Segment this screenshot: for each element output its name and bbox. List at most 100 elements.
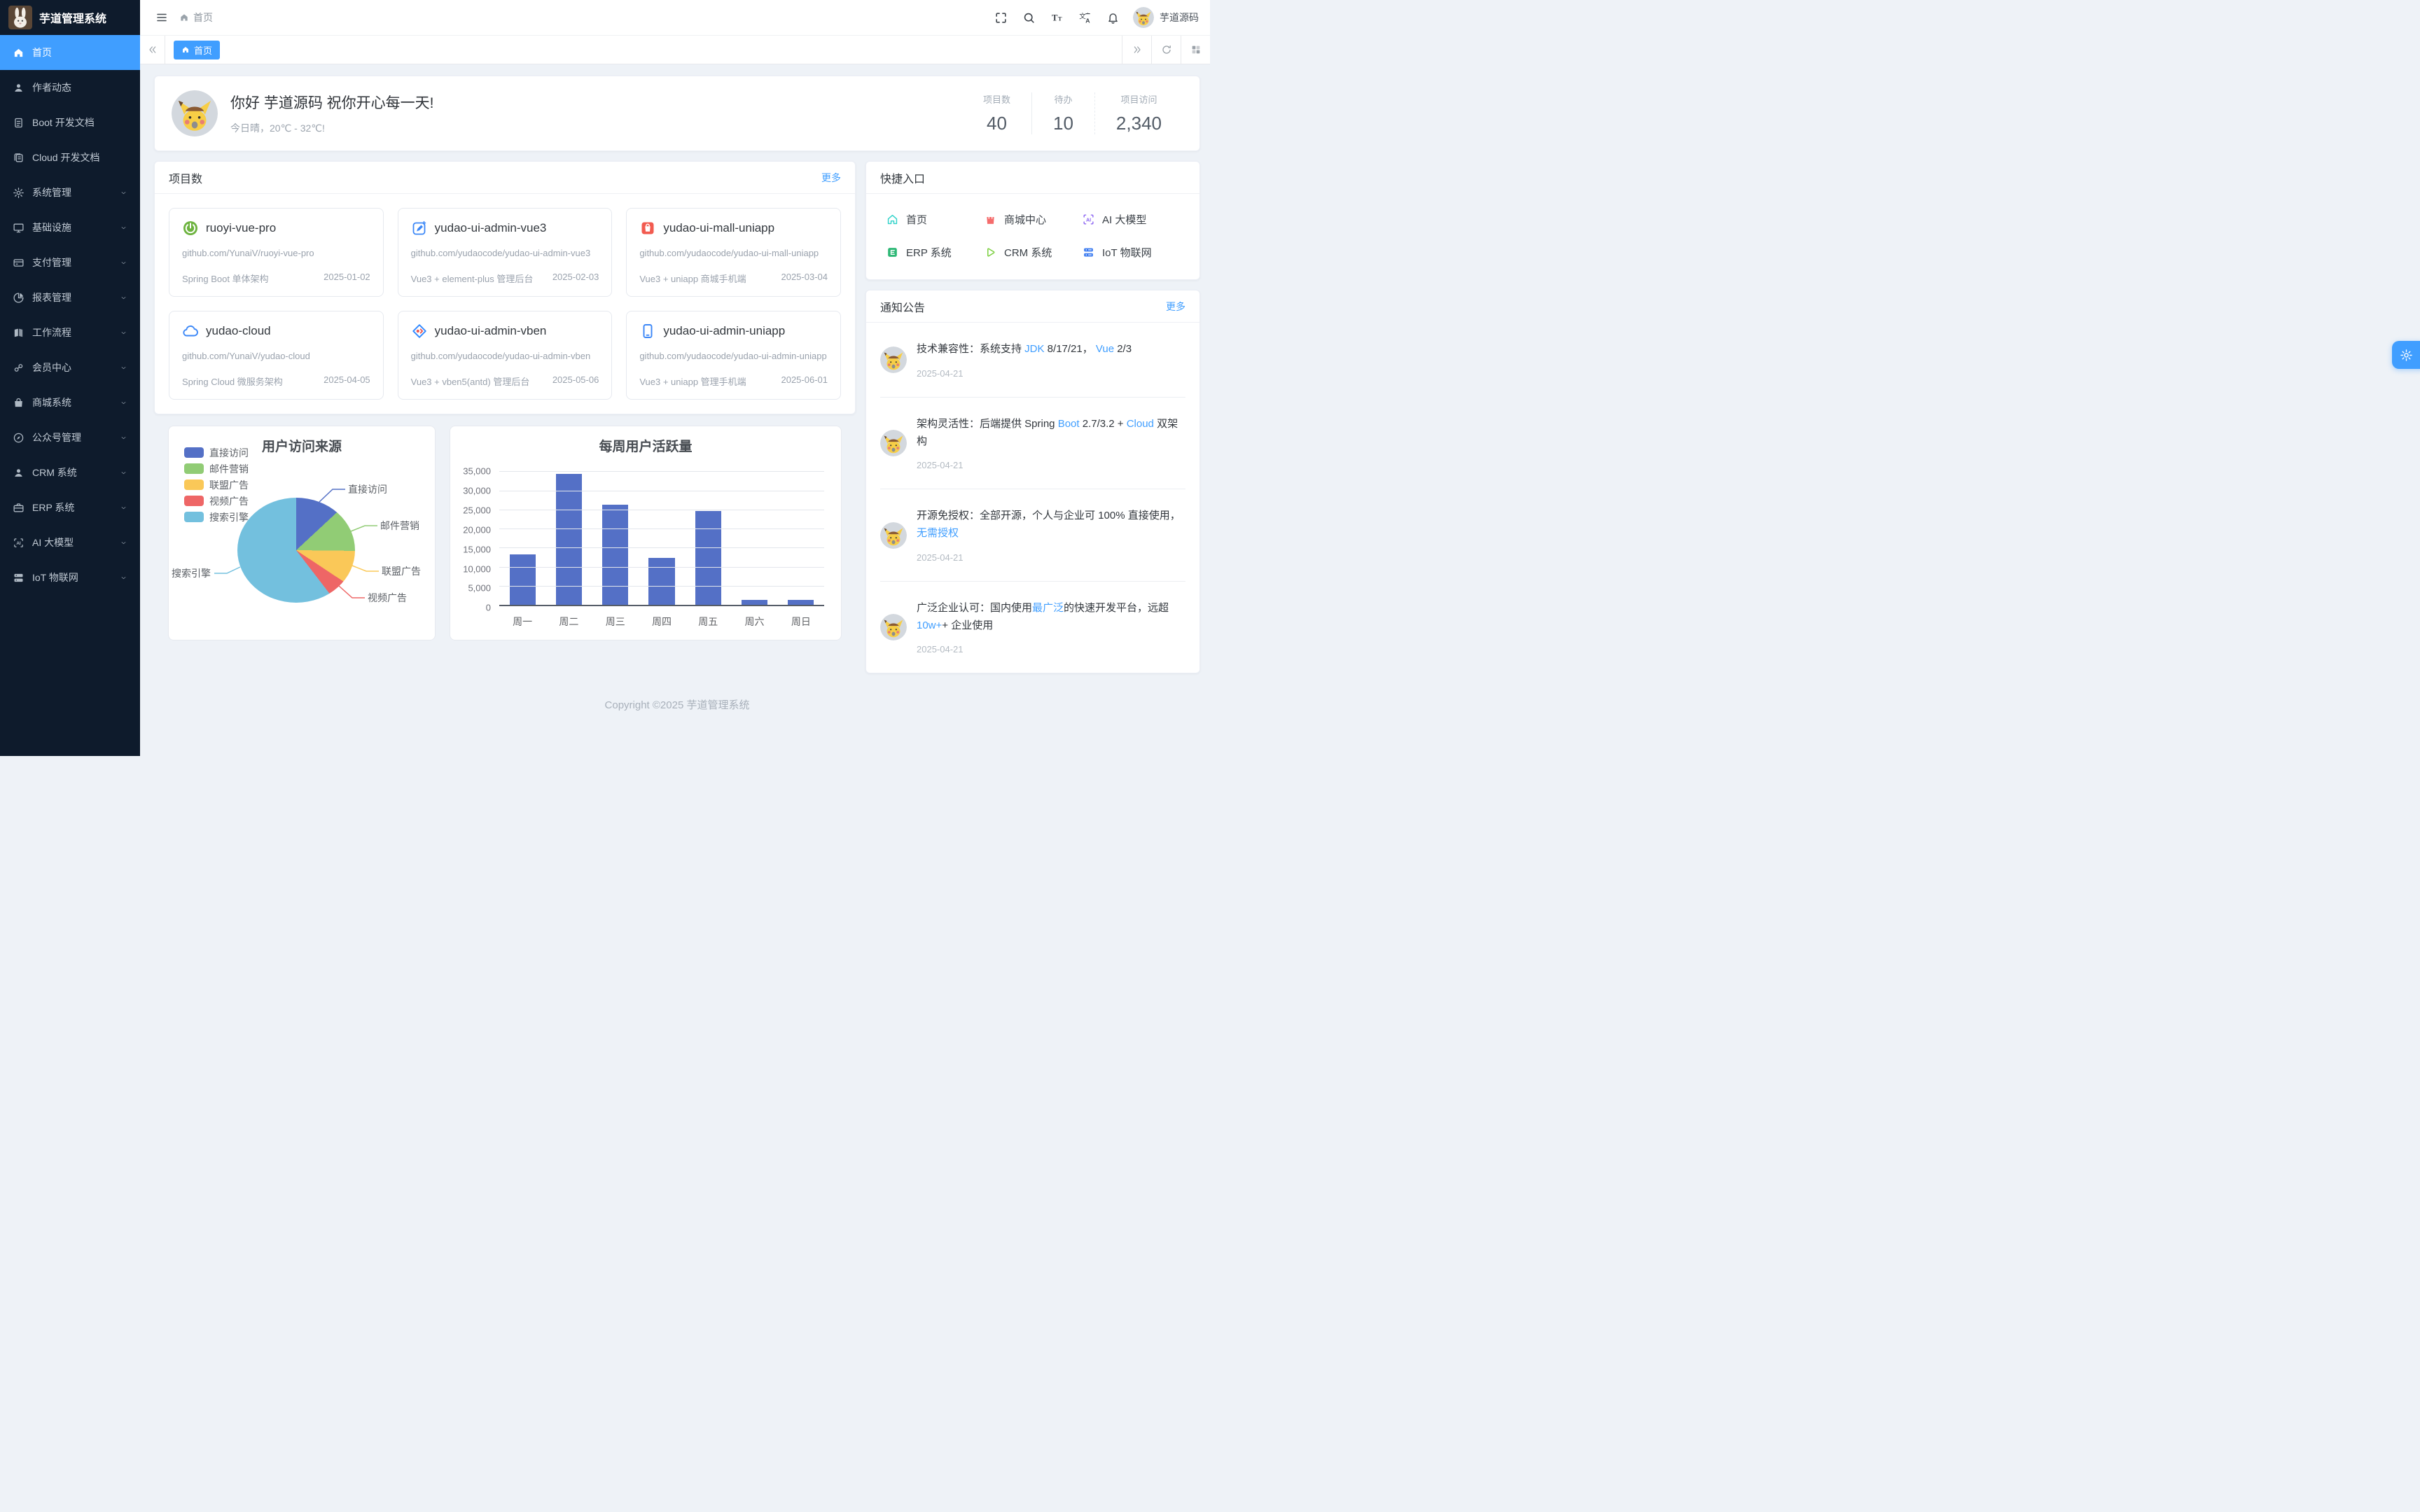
quick-entry-home[interactable]: 首页 bbox=[886, 212, 984, 227]
notice-item[interactable]: 开源免授权：全部开源，个人与企业可 100% 直接使用， 无需授权 2025-04-… bbox=[880, 489, 1185, 582]
vben-diamond-icon bbox=[411, 323, 428, 340]
sidebar-item-boot-docs[interactable]: Boot 开发文档 bbox=[0, 105, 140, 140]
notice-text-segment: 开源免授权：全部开源，个人与企业可 100% 直接使用， bbox=[917, 510, 1181, 522]
sidebar-item-label: 首页 bbox=[32, 47, 52, 58]
project-repo-url[interactable]: github.com/YunaiV/ruoyi-vue-pro bbox=[182, 248, 314, 258]
sidebar-item-cloud-docs[interactable]: Cloud 开发文档 bbox=[0, 140, 140, 175]
tags-scroll-left-icon[interactable] bbox=[140, 36, 165, 64]
menu-collapse-icon[interactable] bbox=[151, 7, 172, 28]
project-repo-url[interactable]: github.com/YunaiV/yudao-cloud bbox=[182, 351, 310, 362]
sidebar-item-label: 支付管理 bbox=[32, 257, 71, 268]
project-name: yudao-ui-mall-uniapp bbox=[663, 221, 775, 234]
sidebar-item-workflow[interactable]: 工作流程 bbox=[0, 315, 140, 350]
project-repo-url[interactable]: github.com/yudaocode/yudao-ui-admin-vben bbox=[410, 351, 591, 362]
bar-周一[interactable] bbox=[499, 471, 545, 606]
project-date: 2025-05-06 bbox=[552, 374, 599, 386]
project-desc: Vue3 + vben5(antd) 管理后台 bbox=[410, 377, 530, 388]
projects-more-link[interactable]: 更多 bbox=[821, 172, 841, 183]
project-card-ruoyi-vue-pro[interactable]: ruoyi-vue-pro github.com/YunaiV/ruoyi-vue… bbox=[169, 208, 384, 298]
bar-周日[interactable] bbox=[778, 471, 824, 606]
quick-entry-crm[interactable]: CRM 系统 bbox=[984, 245, 1082, 260]
notice-text-segment: JDK bbox=[1024, 343, 1045, 355]
project-repo-url[interactable]: github.com/yudaocode/yudao-ui-mall-uniap… bbox=[639, 248, 819, 258]
pie-chart[interactable] bbox=[237, 498, 355, 603]
tagbar: 首页 bbox=[140, 35, 1210, 64]
notice-date: 2025-04-21 bbox=[917, 644, 964, 655]
sidebar-item-label: CRM 系统 bbox=[32, 467, 77, 478]
sidebar-item-author-news[interactable]: 作者动态 bbox=[0, 70, 140, 105]
project-card-yudao-cloud[interactable]: yudao-cloud github.com/YunaiV/yudao-cloud… bbox=[169, 311, 384, 400]
project-repo-url[interactable]: github.com/yudaocode/yudao-ui-admin-vue3 bbox=[410, 248, 591, 258]
project-card-yudao-ui-mall-uniapp[interactable]: yudao-ui-mall-uniapp github.com/yudaocode… bbox=[626, 208, 841, 298]
bar-周五[interactable] bbox=[685, 471, 731, 606]
notice-item[interactable]: 广泛企业认可：国内使用最广泛的快速开发平台，远超 10w++ 企业使用 2025-… bbox=[880, 582, 1185, 673]
tags-scroll-right-icon[interactable] bbox=[1122, 36, 1151, 64]
quick-entry-iot[interactable]: IoT 物联网 bbox=[1082, 245, 1180, 260]
tag-home[interactable]: 首页 bbox=[174, 40, 221, 59]
sidebar-item-system[interactable]: 系统管理 bbox=[0, 175, 140, 210]
notice-item[interactable]: 架构灵活性：后端提供 Spring Boot 2.7/3.2 + Cloud 双… bbox=[880, 398, 1185, 490]
notification-bell-icon[interactable] bbox=[1101, 6, 1125, 29]
bar-rect bbox=[648, 557, 675, 606]
project-card-yudao-ui-admin-vben[interactable]: yudao-ui-admin-vben github.com/yudaocode/… bbox=[397, 311, 613, 400]
legend-label: 视频广告 bbox=[209, 495, 249, 507]
sidebar: 芋道管理系统 首页作者动态 Boot 开发文档 Cloud 开发文档 系统管理 基础设施… bbox=[0, 0, 140, 756]
user-menu[interactable]: 芋道源码 bbox=[1133, 7, 1199, 28]
greeting-texts: 你好 芋道源码 祝你开心每一天! 今日晴，20℃ - 32℃! bbox=[230, 92, 434, 135]
sidebar-item-label: 商城系统 bbox=[32, 397, 71, 408]
notices-more-link[interactable]: 更多 bbox=[1166, 300, 1185, 312]
project-date: 2025-06-01 bbox=[781, 374, 828, 386]
footer-copyright: Copyright ©2025 芋道管理系统 bbox=[604, 699, 750, 712]
notice-item[interactable]: 技术兼容性：系统支持 JDK 8/17/21， Vue 2/3 2025-04-2… bbox=[880, 323, 1185, 398]
tags-refresh-icon[interactable] bbox=[1151, 36, 1181, 64]
pie-legend-item[interactable]: 视频广告 bbox=[184, 493, 249, 509]
chevron-down-icon bbox=[120, 329, 127, 337]
workflow-icon bbox=[13, 327, 25, 339]
sidebar-item-ai[interactable]: AI AI 大模型 bbox=[0, 525, 140, 560]
sidebar-item-infra[interactable]: 基础设施 bbox=[0, 210, 140, 245]
project-date: 2025-01-02 bbox=[324, 272, 370, 283]
quick-entry-mall-center[interactable]: 商城中心 bbox=[984, 212, 1082, 227]
notice-content: 广泛企业认可：国内使用最广泛的快速开发平台，远超 10w++ 企业使用 2025-… bbox=[917, 600, 1185, 655]
x-tick-label: 周一 bbox=[513, 616, 533, 628]
search-icon[interactable] bbox=[1017, 6, 1041, 29]
notice-text-segment: 8/17/21， bbox=[1044, 343, 1096, 355]
sidebar-item-iot[interactable]: IoT 物联网 bbox=[0, 560, 140, 595]
project-card-yudao-ui-admin-vue3[interactable]: yudao-ui-admin-vue3 github.com/yudaocode/… bbox=[397, 208, 613, 298]
sidebar-item-home[interactable]: 首页 bbox=[0, 35, 140, 70]
sidebar-item-mp[interactable]: 公众号管理 bbox=[0, 420, 140, 455]
bar-周六[interactable] bbox=[731, 471, 777, 606]
bar-周三[interactable] bbox=[592, 471, 639, 606]
tags-layout-icon[interactable] bbox=[1181, 36, 1210, 64]
pie-legend-item[interactable]: 邮件营销 bbox=[184, 461, 249, 477]
pie-legend-item[interactable]: 联盟广告 bbox=[184, 477, 249, 493]
q-home-icon bbox=[886, 213, 899, 226]
sidebar-item-payment[interactable]: 支付管理 bbox=[0, 245, 140, 280]
quick-entry-label: 首页 bbox=[906, 214, 928, 226]
spring-boot-icon bbox=[182, 220, 199, 237]
sidebar-item-mall[interactable]: 商城系统 bbox=[0, 385, 140, 420]
theme-settings-button[interactable] bbox=[2392, 341, 2420, 369]
project-repo-url[interactable]: github.com/yudaocode/yudao-ui-admin-unia… bbox=[639, 351, 827, 362]
app-logo[interactable]: 芋道管理系统 bbox=[0, 0, 140, 35]
sidebar-item-report[interactable]: 报表管理 bbox=[0, 280, 140, 315]
pie-legend-item[interactable]: 直接访问 bbox=[184, 444, 249, 461]
project-card-yudao-ui-admin-uniapp[interactable]: yudao-ui-admin-uniapp github.com/yudaocod… bbox=[626, 311, 841, 400]
bar-周二[interactable] bbox=[545, 471, 592, 606]
y-tick-label: 5,000 bbox=[468, 582, 491, 594]
pie-legend-item[interactable]: 搜索引擎 bbox=[184, 509, 249, 525]
fullscreen-icon[interactable] bbox=[989, 6, 1013, 29]
quick-entry-ai-model[interactable]: AI AI 大模型 bbox=[1082, 212, 1180, 227]
sidebar-item-crm[interactable]: CRM 系统 bbox=[0, 455, 140, 490]
svg-text:文: 文 bbox=[1079, 12, 1086, 20]
breadcrumb[interactable]: 首页 bbox=[179, 10, 213, 24]
sidebar-item-member[interactable]: 会员中心 bbox=[0, 350, 140, 385]
notice-avatar bbox=[880, 522, 907, 549]
sidebar-item-erp[interactable]: ERP 系统 bbox=[0, 490, 140, 525]
quick-entry-erp[interactable]: ERP 系统 bbox=[886, 245, 984, 260]
bar-周四[interactable] bbox=[639, 471, 685, 606]
stat-项目数: 项目数 40 bbox=[962, 92, 1031, 134]
greeting-stats: 项目数 40 待办 10 项目访问 2,340 bbox=[962, 92, 1183, 134]
